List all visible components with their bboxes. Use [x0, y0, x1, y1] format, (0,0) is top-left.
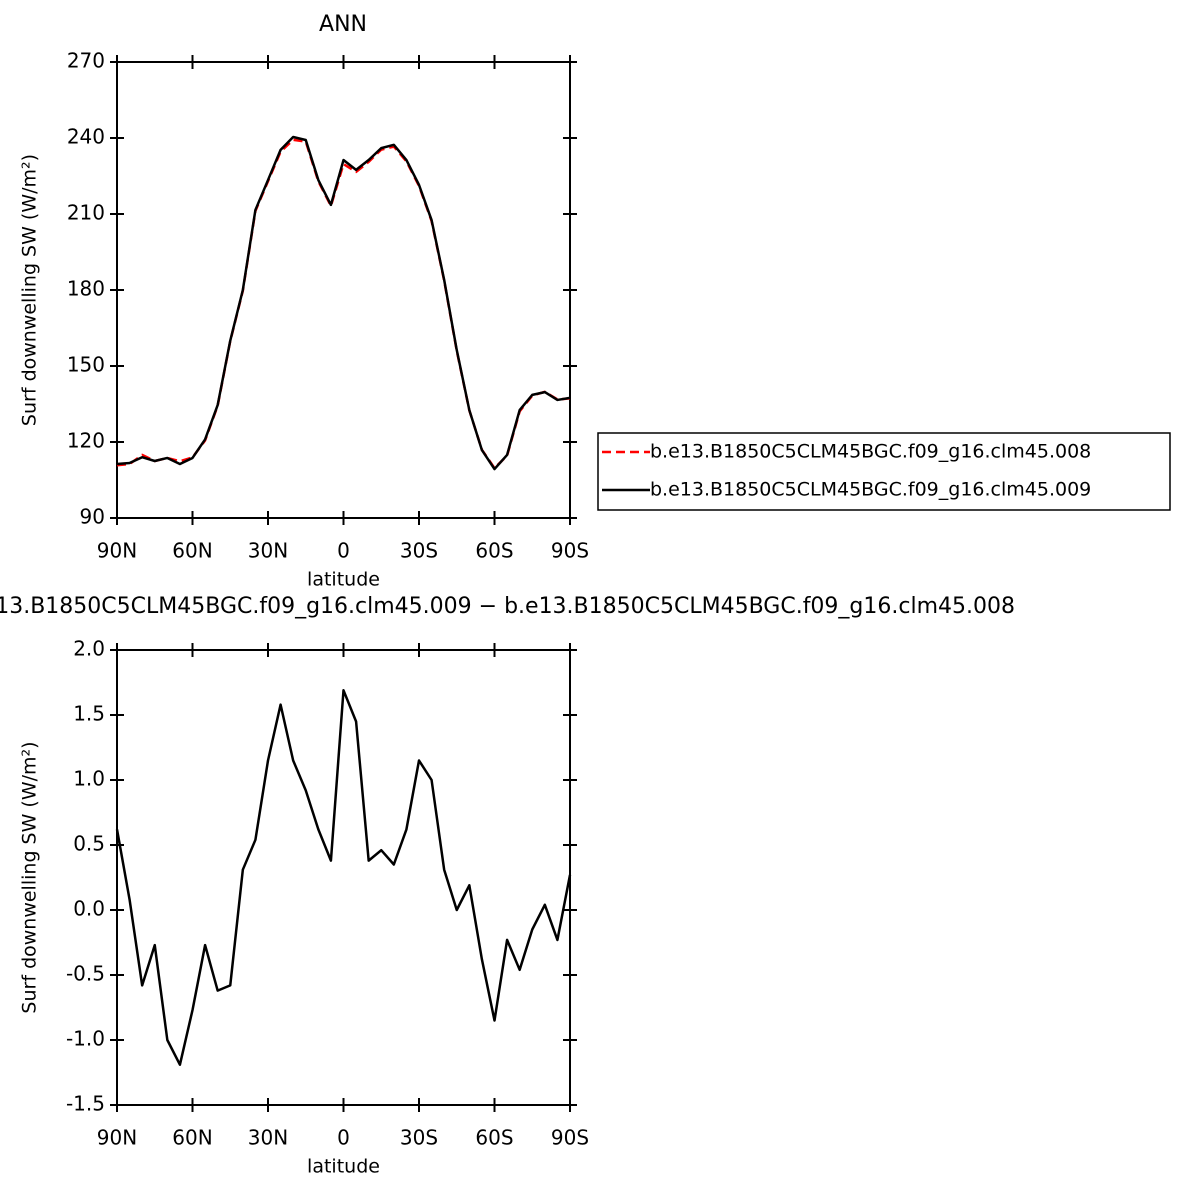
x-tick-label: 30N [248, 539, 288, 563]
data-line [116, 138, 571, 470]
x-tick-label: 60S [475, 539, 513, 563]
x-axis-label: latitude [307, 1156, 380, 1178]
y-tick-label: 210 [67, 201, 105, 225]
y-tick-label: 1.5 [73, 702, 105, 726]
x-tick-label: 90S [551, 1126, 589, 1150]
x-tick-label: 30S [400, 1126, 438, 1150]
x-tick-label: 0 [337, 1126, 350, 1150]
y-tick-label: 270 [67, 49, 105, 73]
y-tick-label: 1.0 [73, 767, 105, 791]
chart-title: ANN [319, 12, 367, 37]
x-tick-label: 30S [400, 539, 438, 563]
y-tick-label: -0.5 [66, 962, 105, 986]
x-tick-label: 0 [337, 539, 350, 563]
plot-frame [116, 649, 571, 1106]
x-tick-label: 90N [97, 1126, 137, 1150]
x-tick-label: 60S [475, 1126, 513, 1150]
x-tick-label: 90S [551, 539, 589, 563]
x-tick-label: 90N [97, 539, 137, 563]
y-tick-label: 120 [67, 429, 105, 453]
x-axis-label: latitude [307, 569, 380, 591]
y-tick-label: 2.0 [73, 637, 105, 661]
y-tick-label: 150 [67, 353, 105, 377]
chart-title: b.e13.B1850C5CLM45BGC.f09_g16.clm45.009 … [0, 594, 1015, 619]
panel: b.e13.B1850C5CLM45BGC.f09_g16.clm45.009 … [0, 594, 1015, 1178]
y-tick-label: 180 [67, 277, 105, 301]
legend-box [597, 432, 1171, 511]
data-line [116, 135, 571, 471]
x-tick-label: 30N [248, 1126, 288, 1150]
plot-frame [116, 61, 571, 519]
y-tick-label: 90 [80, 505, 105, 529]
y-axis-label: Surf downwelling SW (W/m²) [19, 741, 41, 1013]
x-tick-label: 60N [172, 539, 212, 563]
panel: ANN 90 120 150 180 210 240 270 90N 60N 30N 0 30S 60S 9… [19, 12, 1171, 591]
y-tick-label: 240 [67, 125, 105, 149]
y-tick-label: 0.0 [73, 897, 105, 921]
y-tick-label: 0.5 [73, 832, 105, 856]
x-tick-label: 60N [172, 1126, 212, 1150]
y-tick-label: -1.0 [66, 1027, 105, 1051]
y-tick-label: -1.5 [66, 1092, 105, 1116]
legend-label: b.e13.B1850C5CLM45BGC.f09_g16.clm45.008 [650, 441, 1091, 463]
y-axis-label: Surf downwelling SW (W/m²) [19, 154, 41, 426]
data-line [115, 689, 572, 1066]
legend-label: b.e13.B1850C5CLM45BGC.f09_g16.clm45.009 [650, 479, 1091, 501]
